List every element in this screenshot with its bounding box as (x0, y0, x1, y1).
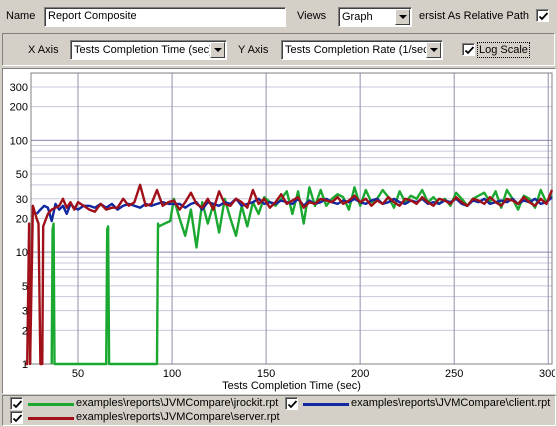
x-axis-select-value: Tests Completion Time (sec) (74, 44, 213, 56)
checkmark-icon (538, 12, 549, 21)
y-tick-label: 10 (16, 247, 28, 259)
y-tick-label: 5 (22, 281, 28, 293)
x-tick-label: 300 (539, 368, 555, 380)
legend-label-client: examples\reports\JVMCompare\client.rpt (351, 397, 551, 409)
checkmark-icon (464, 46, 475, 55)
x-axis-title: Tests Completion Time (sec) (222, 380, 361, 392)
series-line-2 (25, 183, 554, 366)
legend-panel (2, 395, 556, 426)
y-tick-label: 20 (16, 214, 28, 226)
persist-relative-label: ersist As Relative Path (419, 10, 530, 22)
checkmark-icon (12, 414, 23, 423)
x-tick-label: 50 (72, 368, 84, 380)
chevron-down-icon[interactable] (210, 42, 225, 58)
checkmark-icon (287, 400, 298, 409)
chevron-down-icon[interactable] (395, 9, 410, 25)
y-tick-label: 50 (16, 169, 28, 181)
y-tick-label: 100 (10, 135, 28, 147)
x-tick-label: 100 (163, 368, 181, 380)
views-select[interactable]: Graph (338, 7, 412, 27)
y-axis-select[interactable]: Tests Completion Rate (1/sec) (281, 40, 443, 60)
y-tick-label: 2 (22, 325, 28, 337)
chart-panel: 1 2 3 5 10 20 30 50 100 200 300 50 100 150 200 250 300 Te… (2, 68, 556, 394)
legend-label-server: examples\reports\JVMCompare\server.rpt (76, 411, 280, 423)
plot-frame (30, 72, 553, 365)
x-tick-label: 150 (257, 368, 275, 380)
legend-label-jrockit: examples\reports\JVMCompare\jrockit.rpt (76, 397, 279, 409)
x-tick-label: 200 (351, 368, 369, 380)
chevron-down-icon[interactable] (426, 42, 441, 58)
x-axis-label: X Axis (28, 44, 59, 56)
legend-swatch-client (303, 403, 349, 406)
y-axis-select-value: Tests Completion Rate (1/sec) (285, 44, 433, 56)
legend-checkbox-jrockit[interactable] (10, 397, 23, 410)
views-label: Views (297, 10, 327, 22)
name-label: Name (6, 10, 36, 22)
legend-swatch-jrockit (28, 403, 74, 406)
legend-checkbox-client[interactable] (285, 397, 298, 410)
checkmark-icon (12, 400, 23, 409)
series-line-0 (50, 186, 553, 366)
y-tick-label: 300 (10, 82, 28, 94)
line-chart: 1 2 3 5 10 20 30 50 100 200 300 50 100 150 200 250 300 Te… (10, 72, 555, 392)
log-scale-checkbox[interactable] (462, 43, 475, 56)
name-input[interactable]: Report Composite (44, 7, 286, 27)
legend-checkbox-server[interactable] (10, 411, 23, 424)
views-select-value: Graph (342, 11, 373, 23)
axis-options-panel (2, 33, 555, 66)
y-axis-label: Y Axis (238, 44, 269, 56)
y-tick-label: 1 (22, 359, 28, 371)
persist-relative-checkbox[interactable] (536, 9, 549, 22)
x-axis-select[interactable]: Tests Completion Time (sec) (70, 40, 227, 60)
y-tick-label: 3 (22, 306, 28, 318)
y-tick-label: 30 (16, 194, 28, 206)
y-tick-label: 200 (10, 102, 28, 114)
legend-swatch-server (28, 417, 74, 420)
log-scale-label[interactable]: Log Scale (477, 42, 530, 58)
x-tick-label: 250 (445, 368, 463, 380)
